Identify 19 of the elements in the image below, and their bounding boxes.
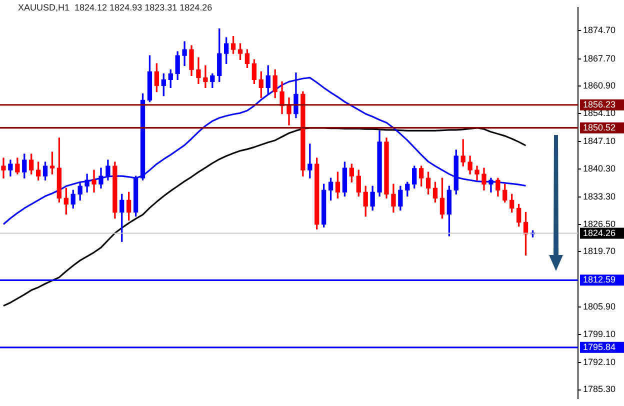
y-tick-label: 1874.70 (583, 25, 616, 36)
y-tick-label: 1833.30 (583, 191, 616, 202)
y-tick-label: 1840.30 (583, 163, 616, 174)
ref-line-label: 1812.59 (583, 274, 616, 285)
y-tick-label: 1826.50 (583, 218, 616, 229)
chart-title: XAUUSD,H1 1824.12 1824.93 1823.31 1824.26 (18, 2, 212, 12)
y-tick-label: 1819.70 (583, 246, 616, 256)
ref-line-label: 1850.52 (583, 122, 616, 132)
y-tick-label: 1805.90 (583, 302, 616, 312)
y-tick-label: 1854.10 (583, 108, 616, 118)
ref-line-label: 1795.84 (583, 342, 616, 352)
y-tick-label: 1785.30 (583, 384, 616, 394)
y-tick-label: 1792.10 (583, 356, 616, 367)
y-tick-label: 1860.90 (583, 80, 616, 91)
y-tick-label: 1847.10 (583, 136, 616, 146)
y-tick-label: 1799.10 (583, 328, 616, 339)
y-tick-label: 1867.70 (583, 53, 616, 64)
ref-line-label: 1824.26 (583, 228, 616, 238)
ref-line-label: 1856.23 (583, 99, 616, 110)
